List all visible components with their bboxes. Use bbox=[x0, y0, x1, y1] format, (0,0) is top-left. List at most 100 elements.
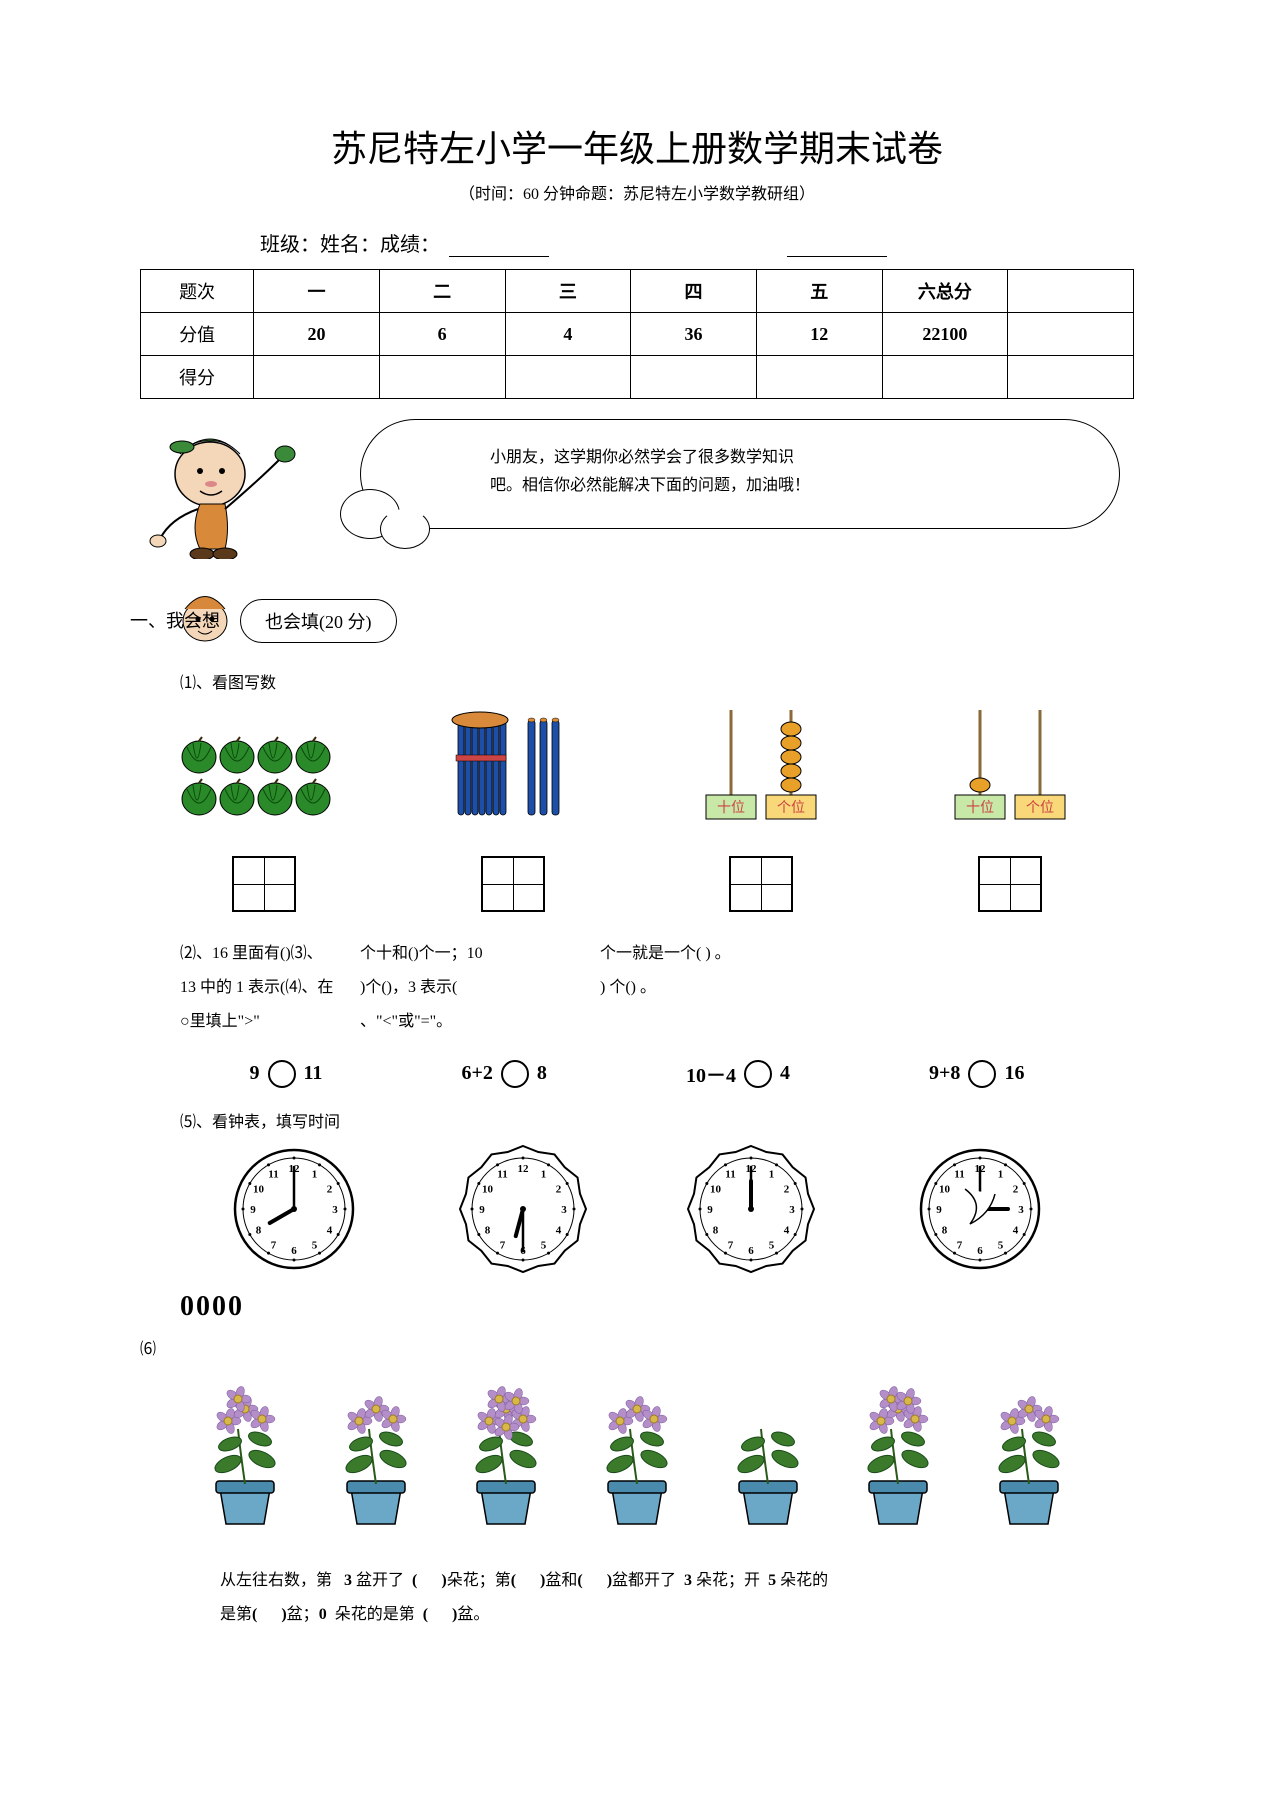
kid-cartoon-icon bbox=[130, 419, 330, 559]
svg-text:10: 10 bbox=[939, 1184, 951, 1196]
score-cell: 12 bbox=[756, 313, 882, 356]
flower-pot-icon bbox=[321, 1379, 431, 1529]
svg-text:8: 8 bbox=[484, 1225, 490, 1237]
compare-left: 9+8 bbox=[929, 1062, 960, 1085]
cloud-section: 小朋友，这学期你必然学会了很多数学知识 吧。相信你必然能解决下面的问题，加油哦！ bbox=[140, 419, 1134, 579]
page-title: 苏尼特左小学一年级上册数学期末试卷 bbox=[140, 120, 1134, 172]
answer-box[interactable] bbox=[729, 856, 793, 912]
empty-cell[interactable] bbox=[1008, 356, 1134, 399]
section-prefix: 一、我会想 bbox=[130, 607, 220, 633]
svg-text:8: 8 bbox=[713, 1225, 719, 1237]
q5-label: ⑸、看钟表，填写时间 bbox=[180, 1114, 340, 1131]
fill-l3a: ○里填上">" bbox=[180, 1005, 360, 1039]
svg-text:8: 8 bbox=[256, 1225, 262, 1237]
flower-row bbox=[180, 1379, 1094, 1534]
q1-label: ⑴、看图写数 bbox=[180, 675, 276, 692]
svg-text:5: 5 bbox=[312, 1240, 318, 1252]
compare-circle[interactable] bbox=[968, 1060, 996, 1088]
svg-text:3: 3 bbox=[333, 1204, 339, 1216]
flower-pot-icon bbox=[713, 1379, 823, 1529]
svg-text:4: 4 bbox=[556, 1225, 562, 1237]
fill-l2c: ) 个() 。 bbox=[600, 971, 840, 1005]
svg-text:12: 12 bbox=[517, 1163, 529, 1175]
section-bubble: 也会填(20 分) bbox=[240, 599, 397, 643]
blank-field[interactable] bbox=[787, 237, 887, 257]
empty-cell[interactable] bbox=[379, 356, 505, 399]
svg-text:6: 6 bbox=[292, 1245, 298, 1257]
q6-label: ⑹ bbox=[140, 1335, 1134, 1359]
row-header: 得分 bbox=[141, 356, 254, 399]
svg-text:1: 1 bbox=[998, 1168, 1004, 1180]
abacus2-group: 十位个位 bbox=[900, 705, 1120, 830]
fill-l1a: ⑵、16 里面有()⑶、 bbox=[180, 937, 360, 971]
fill-l2a: 13 中的 1 表示(⑷、在 bbox=[180, 971, 360, 1005]
svg-text:5: 5 bbox=[998, 1240, 1004, 1252]
watermelon-group bbox=[154, 735, 374, 830]
col-header: 一 bbox=[254, 270, 380, 313]
answer-box[interactable] bbox=[481, 856, 545, 912]
compare-right: 11 bbox=[304, 1062, 323, 1085]
compare-circle[interactable] bbox=[501, 1060, 529, 1088]
svg-text:11: 11 bbox=[497, 1168, 507, 1180]
compare-right: 8 bbox=[537, 1062, 547, 1085]
flower-pot-icon bbox=[451, 1379, 561, 1529]
answer-box[interactable] bbox=[978, 856, 1042, 912]
row-header: 分值 bbox=[141, 313, 254, 356]
empty-cell[interactable] bbox=[882, 356, 1008, 399]
compare-item: 6+2 8 bbox=[462, 1059, 547, 1088]
empty-cell[interactable] bbox=[756, 356, 882, 399]
flower-pot-icon bbox=[582, 1379, 692, 1529]
compare-right: 16 bbox=[1004, 1062, 1024, 1085]
col-header: 五 bbox=[756, 270, 882, 313]
answer-box[interactable] bbox=[232, 856, 296, 912]
compare-item: 10－4 4 bbox=[686, 1059, 790, 1088]
zeros-text: 0000 bbox=[180, 1291, 1094, 1323]
svg-text:十位: 十位 bbox=[717, 800, 745, 816]
svg-text:5: 5 bbox=[769, 1240, 775, 1252]
svg-text:2: 2 bbox=[556, 1184, 562, 1196]
svg-text:7: 7 bbox=[957, 1240, 963, 1252]
fill-l2b: )个()，3 表示( bbox=[360, 971, 600, 1005]
compare-circle[interactable] bbox=[744, 1060, 772, 1088]
row-header: 题次 bbox=[141, 270, 254, 313]
name-label: 姓名： bbox=[320, 234, 380, 256]
svg-text:1: 1 bbox=[312, 1168, 318, 1180]
score-cell bbox=[1008, 313, 1134, 356]
svg-text:个位: 个位 bbox=[1026, 800, 1054, 816]
answer-box-row bbox=[140, 840, 1134, 917]
compare-item: 9 11 bbox=[250, 1059, 323, 1088]
svg-text:5: 5 bbox=[541, 1240, 547, 1252]
svg-text:10: 10 bbox=[710, 1184, 722, 1196]
sentence-2: 是第( )盆；0 朵花的是第 ( )盆。 bbox=[220, 1598, 1094, 1632]
empty-cell[interactable] bbox=[631, 356, 757, 399]
col-header bbox=[1008, 270, 1134, 313]
svg-text:7: 7 bbox=[500, 1240, 506, 1252]
svg-text:9: 9 bbox=[251, 1204, 257, 1216]
empty-cell[interactable] bbox=[254, 356, 380, 399]
compare-left: 10－4 bbox=[686, 1059, 736, 1088]
info-line: 班级：姓名：成绩： bbox=[260, 228, 1134, 257]
empty-cell[interactable] bbox=[505, 356, 631, 399]
score-label: 成绩： bbox=[380, 234, 440, 256]
compare-row: 9 11 6+2 8 10－4 4 9+8 16 bbox=[180, 1059, 1094, 1088]
svg-text:11: 11 bbox=[726, 1168, 736, 1180]
svg-text:11: 11 bbox=[269, 1168, 279, 1180]
svg-text:9: 9 bbox=[708, 1204, 714, 1216]
clock-icon: 123456789101112 bbox=[229, 1144, 359, 1274]
section-1-header: 一、我会想 也会填(20 分) bbox=[140, 589, 1134, 649]
svg-text:9: 9 bbox=[936, 1204, 942, 1216]
compare-right: 4 bbox=[780, 1062, 790, 1085]
svg-text:9: 9 bbox=[479, 1204, 485, 1216]
q5: ⑸、看钟表，填写时间 bbox=[180, 1108, 1134, 1132]
col-header: 六总分 bbox=[882, 270, 1008, 313]
blank-field[interactable] bbox=[449, 237, 549, 257]
table-row: 分值 20 6 4 36 12 22100 bbox=[141, 313, 1134, 356]
clock-row: 1234567891011121234567891011121234567891… bbox=[180, 1144, 1094, 1279]
svg-text:10: 10 bbox=[253, 1184, 265, 1196]
compare-circle[interactable] bbox=[268, 1060, 296, 1088]
svg-text:6: 6 bbox=[977, 1245, 983, 1257]
flower-pot-icon bbox=[974, 1379, 1084, 1529]
svg-text:2: 2 bbox=[1013, 1184, 1019, 1196]
compare-left: 6+2 bbox=[462, 1062, 493, 1085]
flower-pot-icon bbox=[190, 1379, 300, 1529]
